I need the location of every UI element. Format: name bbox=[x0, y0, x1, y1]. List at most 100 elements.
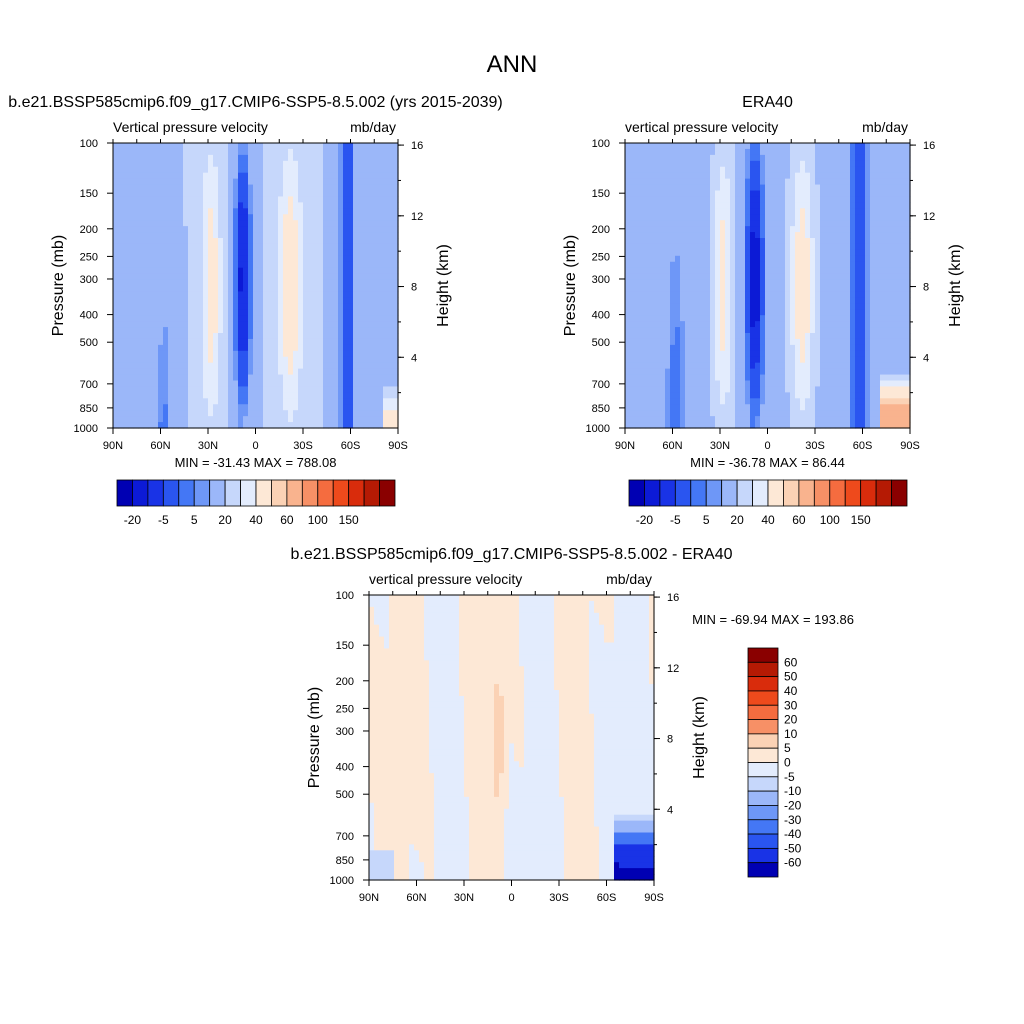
field-cell bbox=[228, 226, 234, 233]
field-cell bbox=[645, 238, 651, 245]
field-cell bbox=[358, 148, 364, 156]
field-cell bbox=[690, 208, 696, 215]
field-cell bbox=[815, 178, 821, 186]
field-cell bbox=[313, 422, 319, 429]
field-cell bbox=[303, 404, 309, 411]
field-cell bbox=[655, 368, 661, 376]
field-cell bbox=[278, 315, 284, 322]
field-cell bbox=[218, 303, 224, 310]
field-cell bbox=[825, 327, 831, 334]
field-cell bbox=[253, 350, 259, 358]
field-cell bbox=[243, 220, 249, 227]
field-cell bbox=[815, 315, 821, 322]
field-cell bbox=[373, 184, 379, 192]
field-cell bbox=[178, 226, 184, 233]
field-cell bbox=[338, 344, 344, 352]
field-cell bbox=[745, 368, 751, 376]
field-cell bbox=[208, 309, 214, 316]
field-cell bbox=[760, 350, 766, 358]
field-cell bbox=[183, 261, 189, 269]
field-cell bbox=[815, 344, 821, 352]
field-cell bbox=[358, 297, 364, 304]
field-cell bbox=[810, 291, 816, 298]
field-cell bbox=[820, 208, 826, 215]
field-cell bbox=[750, 148, 756, 156]
field-cell bbox=[755, 297, 761, 304]
field-cell bbox=[825, 350, 831, 358]
field-cell bbox=[785, 392, 791, 399]
field-cell bbox=[785, 356, 791, 364]
field-cell bbox=[188, 232, 194, 239]
field-cell bbox=[780, 321, 786, 328]
field-cell bbox=[730, 356, 736, 364]
field-cell bbox=[313, 374, 319, 382]
field-cell bbox=[650, 267, 656, 275]
x-tick-label: 60S bbox=[341, 440, 361, 452]
field-cell bbox=[745, 226, 751, 233]
field-cell bbox=[258, 172, 264, 180]
field-cell bbox=[338, 208, 344, 215]
field-cell bbox=[670, 380, 676, 388]
field-cell bbox=[675, 178, 681, 186]
field-cell bbox=[840, 172, 846, 180]
field-cell bbox=[705, 190, 711, 198]
field-cell bbox=[358, 184, 364, 192]
field-cell bbox=[680, 309, 686, 316]
field-cell bbox=[735, 148, 741, 156]
field-cell bbox=[113, 148, 119, 156]
field-cell bbox=[820, 380, 826, 388]
field-cell bbox=[343, 291, 349, 298]
field-cell bbox=[785, 279, 791, 287]
field-cell bbox=[288, 374, 294, 382]
field-cell bbox=[178, 238, 184, 245]
field-cell bbox=[830, 232, 836, 239]
field-cell bbox=[810, 327, 816, 334]
field-cell bbox=[805, 386, 811, 393]
field-cell bbox=[218, 321, 224, 328]
field-cell bbox=[153, 386, 159, 393]
field-cell bbox=[760, 160, 766, 168]
field-cell bbox=[660, 249, 666, 257]
field-cell bbox=[323, 226, 329, 233]
field-cell bbox=[760, 261, 766, 269]
field-cell bbox=[213, 344, 219, 352]
field-cell bbox=[760, 398, 766, 405]
field-cell bbox=[655, 398, 661, 405]
field-cell bbox=[665, 226, 671, 233]
field-cell bbox=[800, 404, 806, 411]
field-cell bbox=[775, 291, 781, 298]
field-cell bbox=[715, 356, 721, 364]
field-cell bbox=[218, 178, 224, 186]
field-cell bbox=[680, 184, 686, 192]
field-cell bbox=[263, 398, 269, 405]
field-cell bbox=[630, 232, 636, 239]
field-cell bbox=[363, 321, 369, 328]
field-cell bbox=[700, 404, 706, 411]
field-cell bbox=[825, 315, 831, 322]
field-cell bbox=[730, 333, 736, 340]
field-cell bbox=[720, 368, 726, 376]
field-cell bbox=[645, 321, 651, 328]
field-cell bbox=[383, 404, 389, 411]
field-cell bbox=[138, 249, 144, 257]
field-cell bbox=[630, 208, 636, 215]
field-cell bbox=[198, 261, 204, 269]
field-cell bbox=[690, 321, 696, 328]
field-cell bbox=[690, 255, 696, 263]
field-cell bbox=[163, 238, 169, 245]
field-cell bbox=[143, 404, 149, 411]
field-cell bbox=[393, 166, 399, 174]
field-cell bbox=[178, 374, 184, 382]
field-cell bbox=[168, 344, 174, 352]
field-cell bbox=[845, 196, 851, 203]
field-cell bbox=[368, 249, 374, 257]
field-cell bbox=[268, 261, 274, 269]
field-cell bbox=[685, 166, 691, 174]
field-cell bbox=[213, 315, 219, 322]
field-cell bbox=[805, 338, 811, 346]
field-cell bbox=[630, 350, 636, 358]
field-cell bbox=[650, 368, 656, 376]
field-cell bbox=[750, 398, 756, 405]
field-cell bbox=[333, 178, 339, 186]
field-cell bbox=[158, 279, 164, 287]
